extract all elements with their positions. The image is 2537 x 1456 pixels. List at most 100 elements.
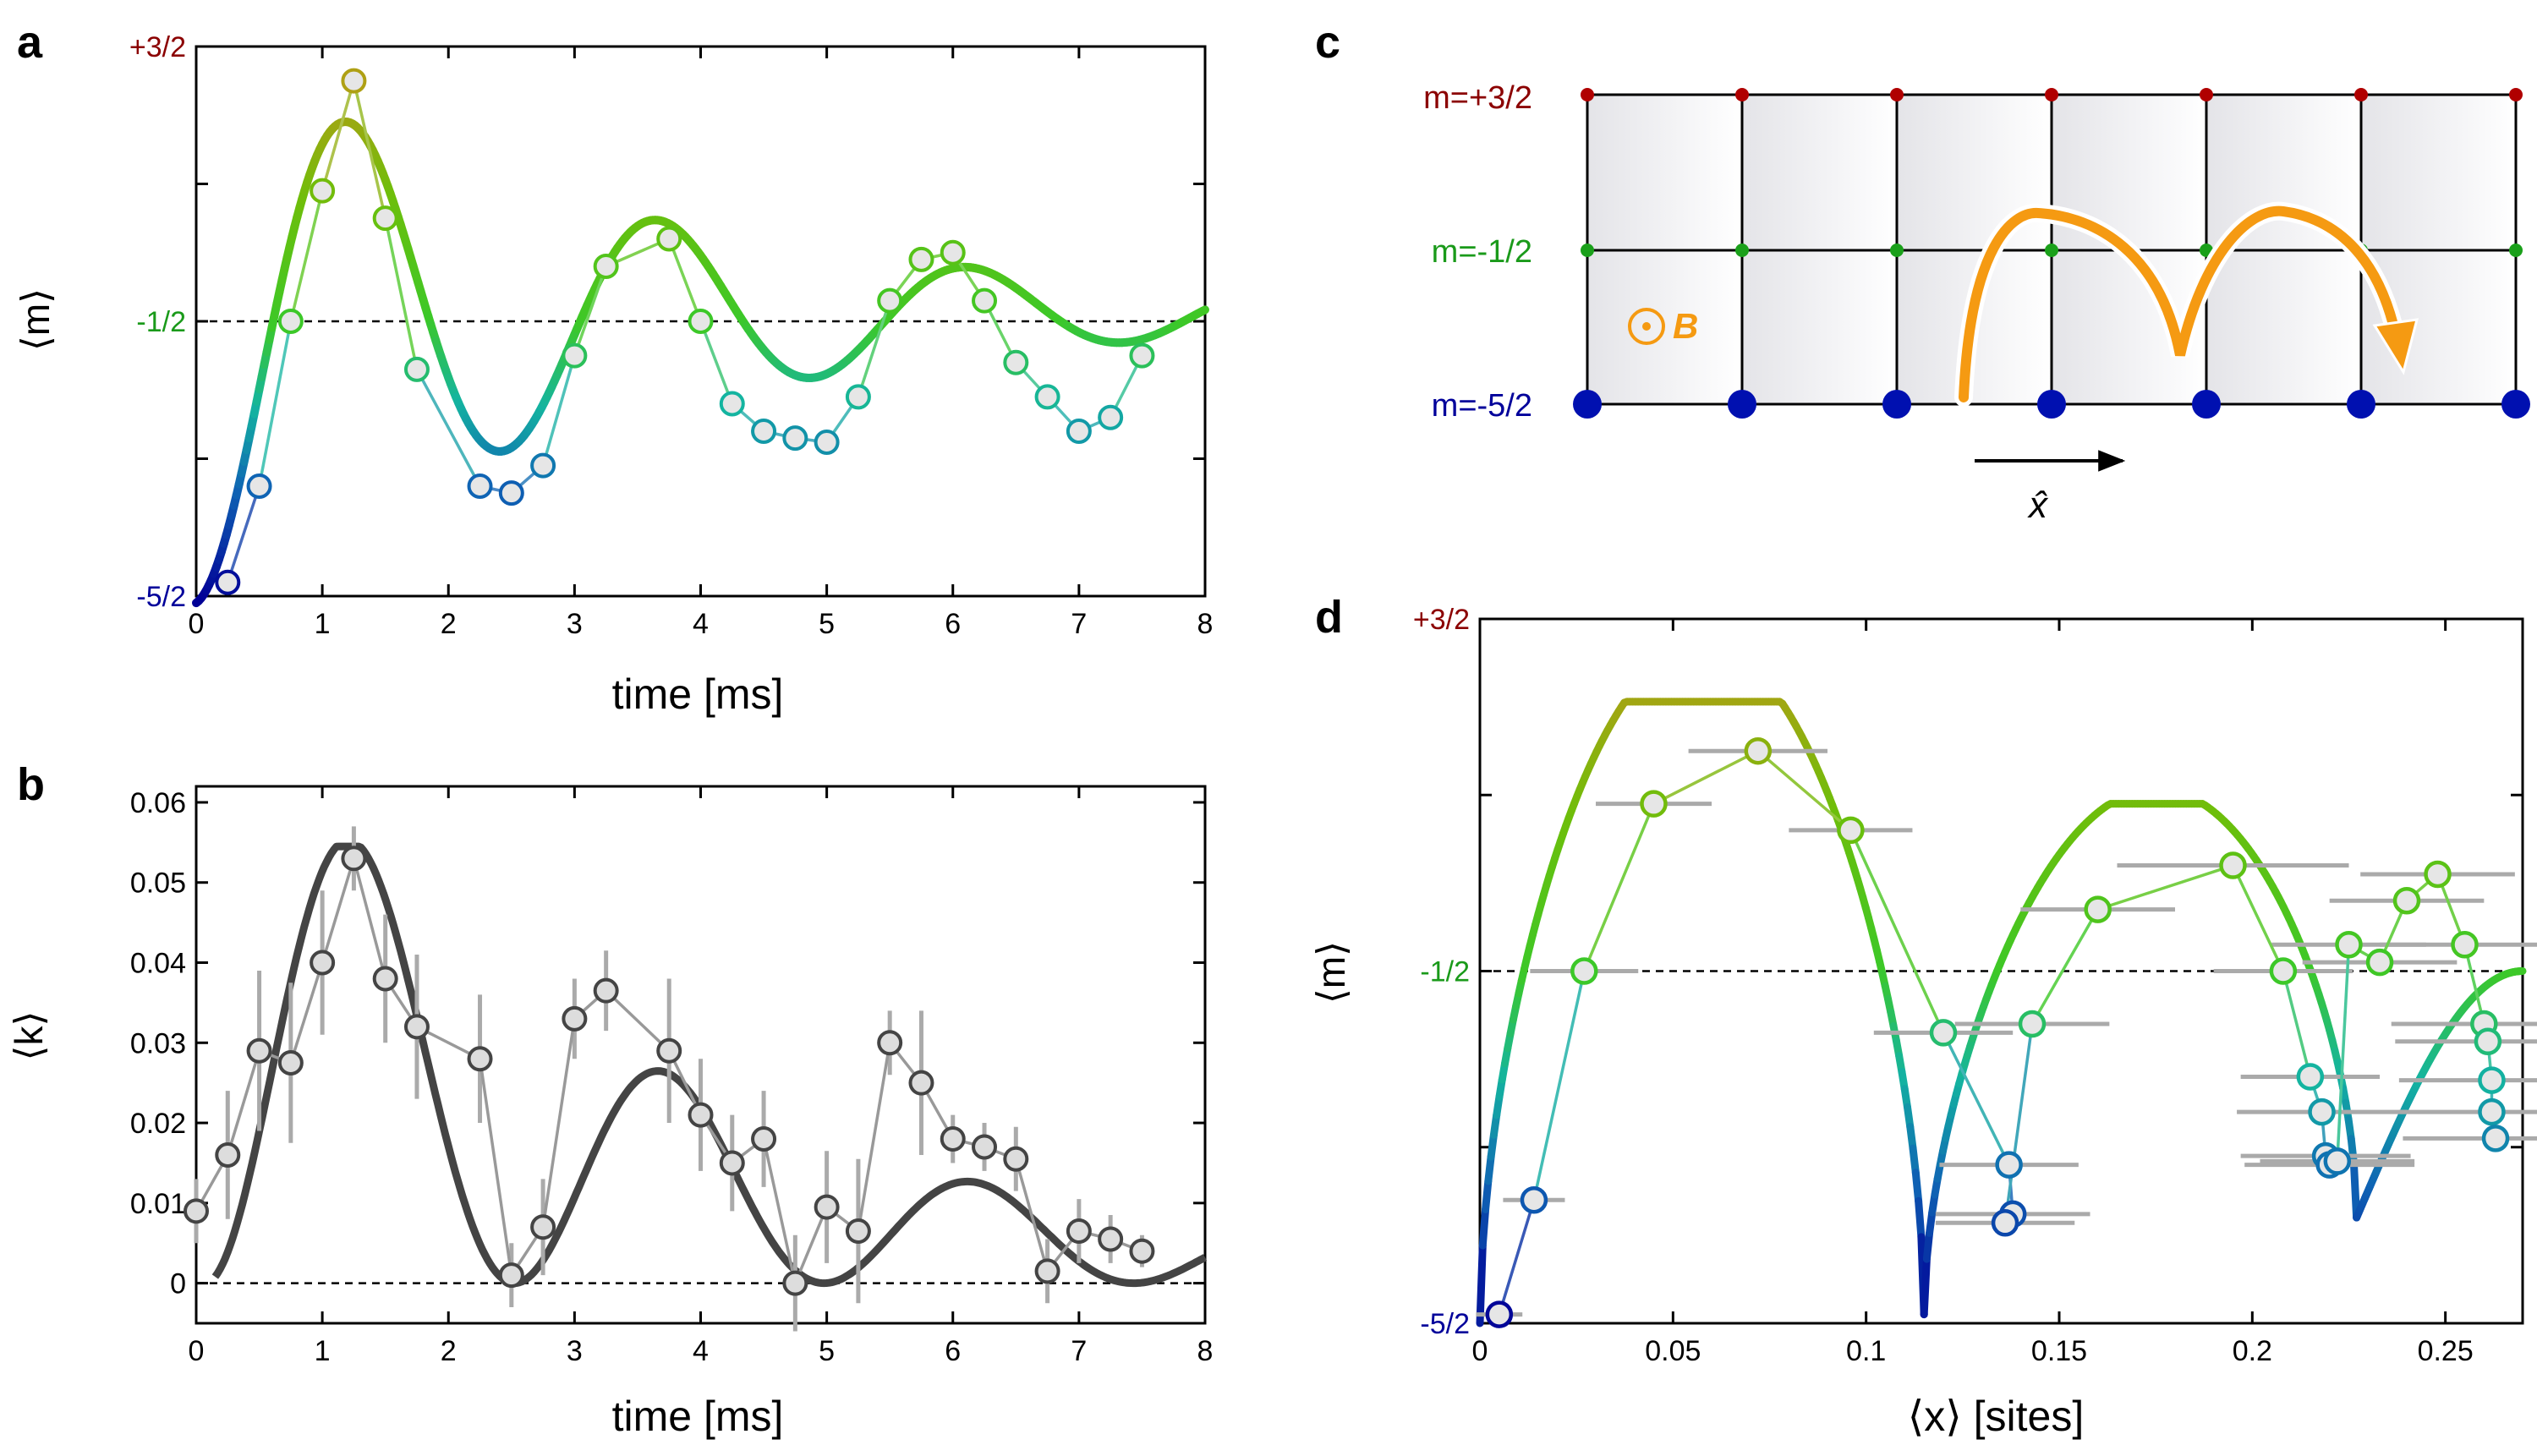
panel-a-axes: 0 1 2 3 4 5 6 7 8 -5/2 -1/2 +3/2 [129,31,1214,640]
x-tick-label: 0 [189,1335,205,1367]
site-m-mid [1735,244,1749,257]
data-point [2335,931,2363,959]
y-tick-label: 0.05 [130,868,186,900]
x-tick-label: 7 [1071,1335,1087,1367]
data-point [1991,1209,2019,1237]
data-point [310,950,336,976]
data-point [2478,1097,2506,1126]
data-point [277,1049,304,1076]
data-point [2323,1147,2352,1175]
data-point [814,1194,840,1220]
trajectory-arrowhead [2372,318,2419,375]
data-point [845,1218,871,1245]
data-point [341,68,367,94]
row-label-m-plus: m=+3/2 [1423,80,1532,116]
data-connector [2030,908,2100,1025]
site-m-minus [2347,390,2375,419]
data-point [2269,957,2298,985]
data-point [2474,1027,2502,1056]
data-connector [857,300,891,397]
data-connector [415,369,482,487]
data-point [2084,895,2112,923]
panel-a-ylabel: ⟨m⟩ [14,288,58,351]
data-connector [1498,1199,1536,1316]
y-tick-label: 0 [170,1268,186,1300]
y-tick-label: 0.01 [130,1188,186,1220]
y-tick-label: -1/2 [136,306,186,338]
data-point [2018,1010,2047,1038]
site-m-plus [2045,88,2058,101]
data-point [2424,860,2452,889]
site-m-minus [2192,390,2221,419]
data-point [719,1150,745,1176]
data-point [877,1030,903,1056]
panel-a-theory-curve [192,118,1209,608]
x-tick-label: 5 [819,1335,835,1367]
data-point [2481,1125,2510,1152]
data-point [498,480,524,506]
y-tick-label: 0.06 [130,787,186,819]
data-point [1520,1185,1548,1214]
data-connector [1756,749,1852,832]
data-connector [352,80,387,219]
data-point [751,419,777,444]
theory-segment [1482,1177,1493,1213]
x-tick-label: 5 [819,608,835,640]
panel-a-data-series [215,68,1155,595]
data-connector [352,857,387,979]
magnetic-field-icon [1628,308,1665,345]
data-point [1129,1238,1155,1264]
theory-segment [1909,1144,1920,1177]
data-point [562,342,588,369]
theory-segment [1476,1241,1487,1327]
data-point [1034,1258,1060,1284]
site-m-plus [2200,88,2213,101]
panel-c-lattice-diagram: m=+3/2 m=-1/2 m=-5/2 B x̂ [1423,80,2530,526]
data-connector [1014,1158,1049,1272]
y-tick-label: -1/2 [1420,956,1470,988]
x-tick-label: 3 [567,608,583,640]
data-point [688,309,714,334]
x-tick-label: 0 [189,608,205,640]
panel-a-xlabel: time [ms] [612,671,784,718]
data-connector [793,1206,829,1284]
data-point [908,246,934,272]
data-point [1485,1300,1514,1328]
data-point [246,1037,272,1064]
data-connector [383,217,419,370]
x-tick-label: 8 [1197,1335,1214,1367]
site-m-minus [1573,390,1602,419]
data-point [1003,1146,1029,1172]
panel-letter-b: b [17,759,45,810]
x-tick-label: 4 [693,608,709,640]
x-tick-label: 1 [315,1335,331,1367]
data-point [341,846,367,872]
x-tick-label: 2 [441,1335,457,1367]
data-point [845,384,871,410]
y-tick-label: -5/2 [1420,1308,1470,1340]
data-connector [1849,829,1945,1034]
theory-segment [2349,1159,2361,1222]
data-connector [573,265,608,357]
data-point [1034,384,1060,410]
data-point [2451,931,2479,959]
data-point [1003,349,1029,375]
data-connector [699,320,734,405]
data-connector [2231,864,2285,972]
data-point [656,1037,682,1064]
data-point [1098,404,1124,430]
data-point [940,239,966,265]
magnetic-field-label: B [1673,306,1698,346]
data-connector [289,961,324,1064]
data-point [372,966,398,992]
data-point [782,1270,808,1296]
y-tick-label: 0.04 [130,948,186,980]
data-connector [1652,749,1759,806]
theory-segment [1484,1152,1495,1185]
data-connector [2097,863,2234,911]
data-point [215,569,241,595]
panel-b-ylabel: ⟨k⟩ [7,1011,51,1061]
site-m-mid [2045,244,2058,257]
data-connector [226,485,261,583]
